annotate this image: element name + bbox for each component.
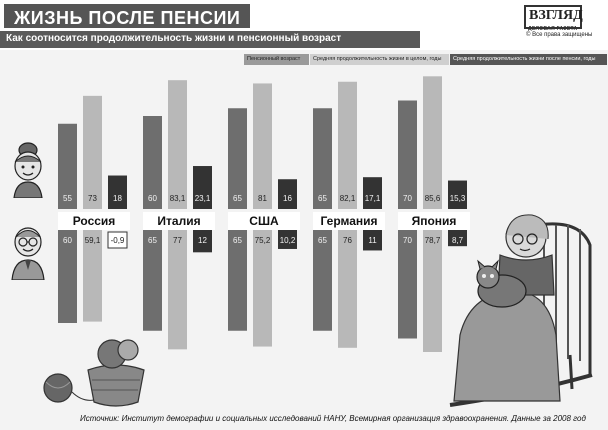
- logo: ВЗГЛЯД ДЕЛОВАЯ ГАЗЕТА © Все права защище…: [508, 3, 604, 43]
- label-strip: [398, 212, 470, 230]
- bar-women-life-russia: [83, 95, 102, 209]
- source-note: Источник: Институт демографии и социальн…: [80, 414, 586, 423]
- bar-women-life-germany: [338, 81, 357, 209]
- yarn-basket-icon: [43, 339, 145, 407]
- man-icon: [11, 227, 45, 280]
- woman-icon: [13, 142, 43, 198]
- label-strip: [58, 212, 130, 230]
- bar-men-pension-germany: [313, 230, 332, 331]
- country-label-usa: США: [249, 214, 279, 228]
- bar-men-life-usa: [253, 230, 272, 347]
- bar-men-life-italy: [168, 230, 187, 350]
- bar-women-life-italy: [168, 80, 187, 209]
- bar-women-pension-japan: [398, 100, 417, 209]
- logo-name: ВЗГЛЯД: [529, 8, 583, 23]
- logo-tagline: ДЕЛОВАЯ ГАЗЕТА: [528, 26, 578, 32]
- value-label-men-after-usa: 10,2: [280, 236, 296, 245]
- value-label-men-after-japan: 8,7: [452, 236, 464, 245]
- value-label-men-after-italy: 12: [198, 236, 207, 245]
- bar-women-pension-italy: [143, 116, 162, 209]
- bar-women-pension-russia: [58, 123, 77, 209]
- bar-women-pension-germany: [313, 108, 332, 209]
- legend-item-pension: Пенсионный возраст: [244, 54, 309, 65]
- value-label-men-life-germany: 76: [343, 236, 352, 245]
- value-label-women-pension-germany: 65: [318, 194, 327, 203]
- value-label-men-pension-russia: 60: [63, 236, 72, 245]
- page-title: ЖИЗНЬ ПОСЛЕ ПЕНСИИ: [14, 8, 241, 28]
- country-label-germany: Германия: [320, 214, 378, 228]
- bar-women-pension-usa: [228, 108, 247, 209]
- value-label-men-pension-italy: 65: [148, 236, 157, 245]
- bar-women-after-germany: [363, 177, 382, 209]
- logo-copyright: © Все права защищены: [526, 32, 593, 38]
- country-label-japan: Япония: [411, 214, 457, 228]
- logo-box: ВЗГЛЯД: [524, 5, 583, 29]
- bar-men-after-italy: [193, 230, 212, 253]
- value-label-men-pension-usa: 65: [233, 236, 242, 245]
- country-label-russia: Россия: [72, 214, 116, 228]
- value-label-women-life-germany: 82,1: [340, 194, 356, 203]
- value-label-women-life-russia: 73: [88, 194, 97, 203]
- value-label-women-pension-italy: 60: [148, 194, 157, 203]
- value-label-men-life-russia: 59,1: [85, 236, 101, 245]
- value-label-women-after-italy: 23,1: [195, 194, 211, 203]
- value-label-men-life-italy: 77: [173, 236, 182, 245]
- page-subtitle: Как соотносится продолжительность жизни …: [6, 33, 342, 44]
- legend-item-after: Средняя продолжительность жизни после пе…: [450, 54, 607, 65]
- value-label-women-after-germany: 17,1: [365, 194, 381, 203]
- value-label-men-life-usa: 75,2: [255, 236, 271, 245]
- value-label-women-after-usa: 16: [283, 194, 292, 203]
- legend-label-life: Средняя продолжительность жизни в целом,…: [313, 56, 442, 62]
- value-label-women-pension-japan: 70: [403, 194, 412, 203]
- bar-men-after-russia: [107, 231, 128, 249]
- value-label-women-after-japan: 15,3: [450, 194, 466, 203]
- label-strip: [143, 212, 215, 230]
- value-label-women-life-japan: 85,6: [425, 194, 441, 203]
- value-label-men-pension-germany: 65: [318, 236, 327, 245]
- bar-men-pension-japan: [398, 230, 417, 339]
- bar-women-after-usa: [278, 179, 297, 209]
- legend-item-life: Средняя продолжительность жизни в целом,…: [310, 54, 449, 65]
- bar-women-after-italy: [193, 166, 212, 209]
- title-box: ЖИЗНЬ ПОСЛЕ ПЕНСИИ: [4, 4, 250, 28]
- country-label-italy: Италия: [157, 214, 201, 228]
- bar-women-after-japan: [448, 180, 467, 209]
- value-label-men-pension-japan: 70: [403, 236, 412, 245]
- header: ЖИЗНЬ ПОСЛЕ ПЕНСИИ Как соотносится продо…: [0, 0, 608, 50]
- bar-women-life-japan: [423, 76, 442, 209]
- value-label-men-life-japan: 78,7: [425, 236, 441, 245]
- bar-women-after-russia: [108, 175, 127, 209]
- bar-men-after-japan: [448, 230, 467, 247]
- bar-men-pension-russia: [58, 230, 77, 323]
- bar-men-life-russia: [83, 230, 102, 322]
- grandma-rocking-chair-icon: [449, 214, 593, 407]
- label-strip: [228, 212, 300, 230]
- value-label-women-pension-russia: 55: [63, 194, 72, 203]
- value-label-men-after-russia: -0,9: [111, 236, 125, 245]
- bar-women-life-usa: [253, 83, 272, 209]
- bar-men-pension-italy: [143, 230, 162, 331]
- value-label-women-pension-usa: 65: [233, 194, 242, 203]
- bar-men-after-germany: [363, 230, 382, 251]
- bar-men-pension-usa: [228, 230, 247, 331]
- bar-men-life-japan: [423, 230, 442, 352]
- bar-men-after-usa: [278, 230, 297, 249]
- legend-label-after: Средняя продолжительность жизни после пе…: [453, 56, 596, 62]
- bar-men-life-germany: [338, 230, 357, 348]
- value-label-women-life-usa: 81: [258, 194, 267, 203]
- subtitle-bar: Как соотносится продолжительность жизни …: [0, 31, 420, 48]
- value-label-men-after-germany: 11: [368, 236, 377, 245]
- value-label-women-life-italy: 83,1: [170, 194, 186, 203]
- label-strip: [313, 212, 385, 230]
- legend-label-pension: Пенсионный возраст: [247, 56, 301, 62]
- value-label-women-after-russia: 18: [113, 194, 122, 203]
